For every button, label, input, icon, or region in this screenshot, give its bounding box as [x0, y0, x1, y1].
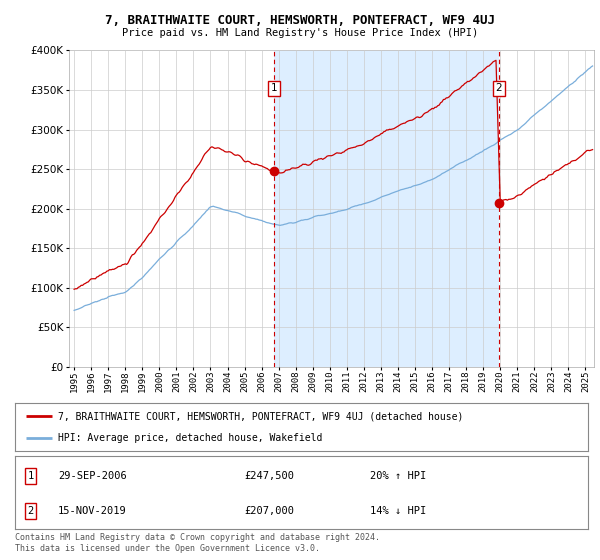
Text: 1: 1: [271, 83, 278, 94]
Text: Contains HM Land Registry data © Crown copyright and database right 2024.
This d: Contains HM Land Registry data © Crown c…: [15, 533, 380, 553]
Text: 20% ↑ HPI: 20% ↑ HPI: [370, 471, 427, 481]
Text: 2: 2: [28, 506, 34, 516]
Text: 2: 2: [496, 83, 502, 94]
Text: HPI: Average price, detached house, Wakefield: HPI: Average price, detached house, Wake…: [58, 433, 322, 443]
Text: 14% ↓ HPI: 14% ↓ HPI: [370, 506, 427, 516]
Text: 15-NOV-2019: 15-NOV-2019: [58, 506, 127, 516]
Text: Price paid vs. HM Land Registry's House Price Index (HPI): Price paid vs. HM Land Registry's House …: [122, 28, 478, 38]
Text: £247,500: £247,500: [244, 471, 294, 481]
Bar: [274, 50, 499, 367]
Text: 29-SEP-2006: 29-SEP-2006: [58, 471, 127, 481]
Text: 7, BRAITHWAITE COURT, HEMSWORTH, PONTEFRACT, WF9 4UJ: 7, BRAITHWAITE COURT, HEMSWORTH, PONTEFR…: [105, 14, 495, 27]
Text: 1: 1: [28, 471, 34, 481]
Text: £207,000: £207,000: [244, 506, 294, 516]
Text: 7, BRAITHWAITE COURT, HEMSWORTH, PONTEFRACT, WF9 4UJ (detached house): 7, BRAITHWAITE COURT, HEMSWORTH, PONTEFR…: [58, 411, 463, 421]
